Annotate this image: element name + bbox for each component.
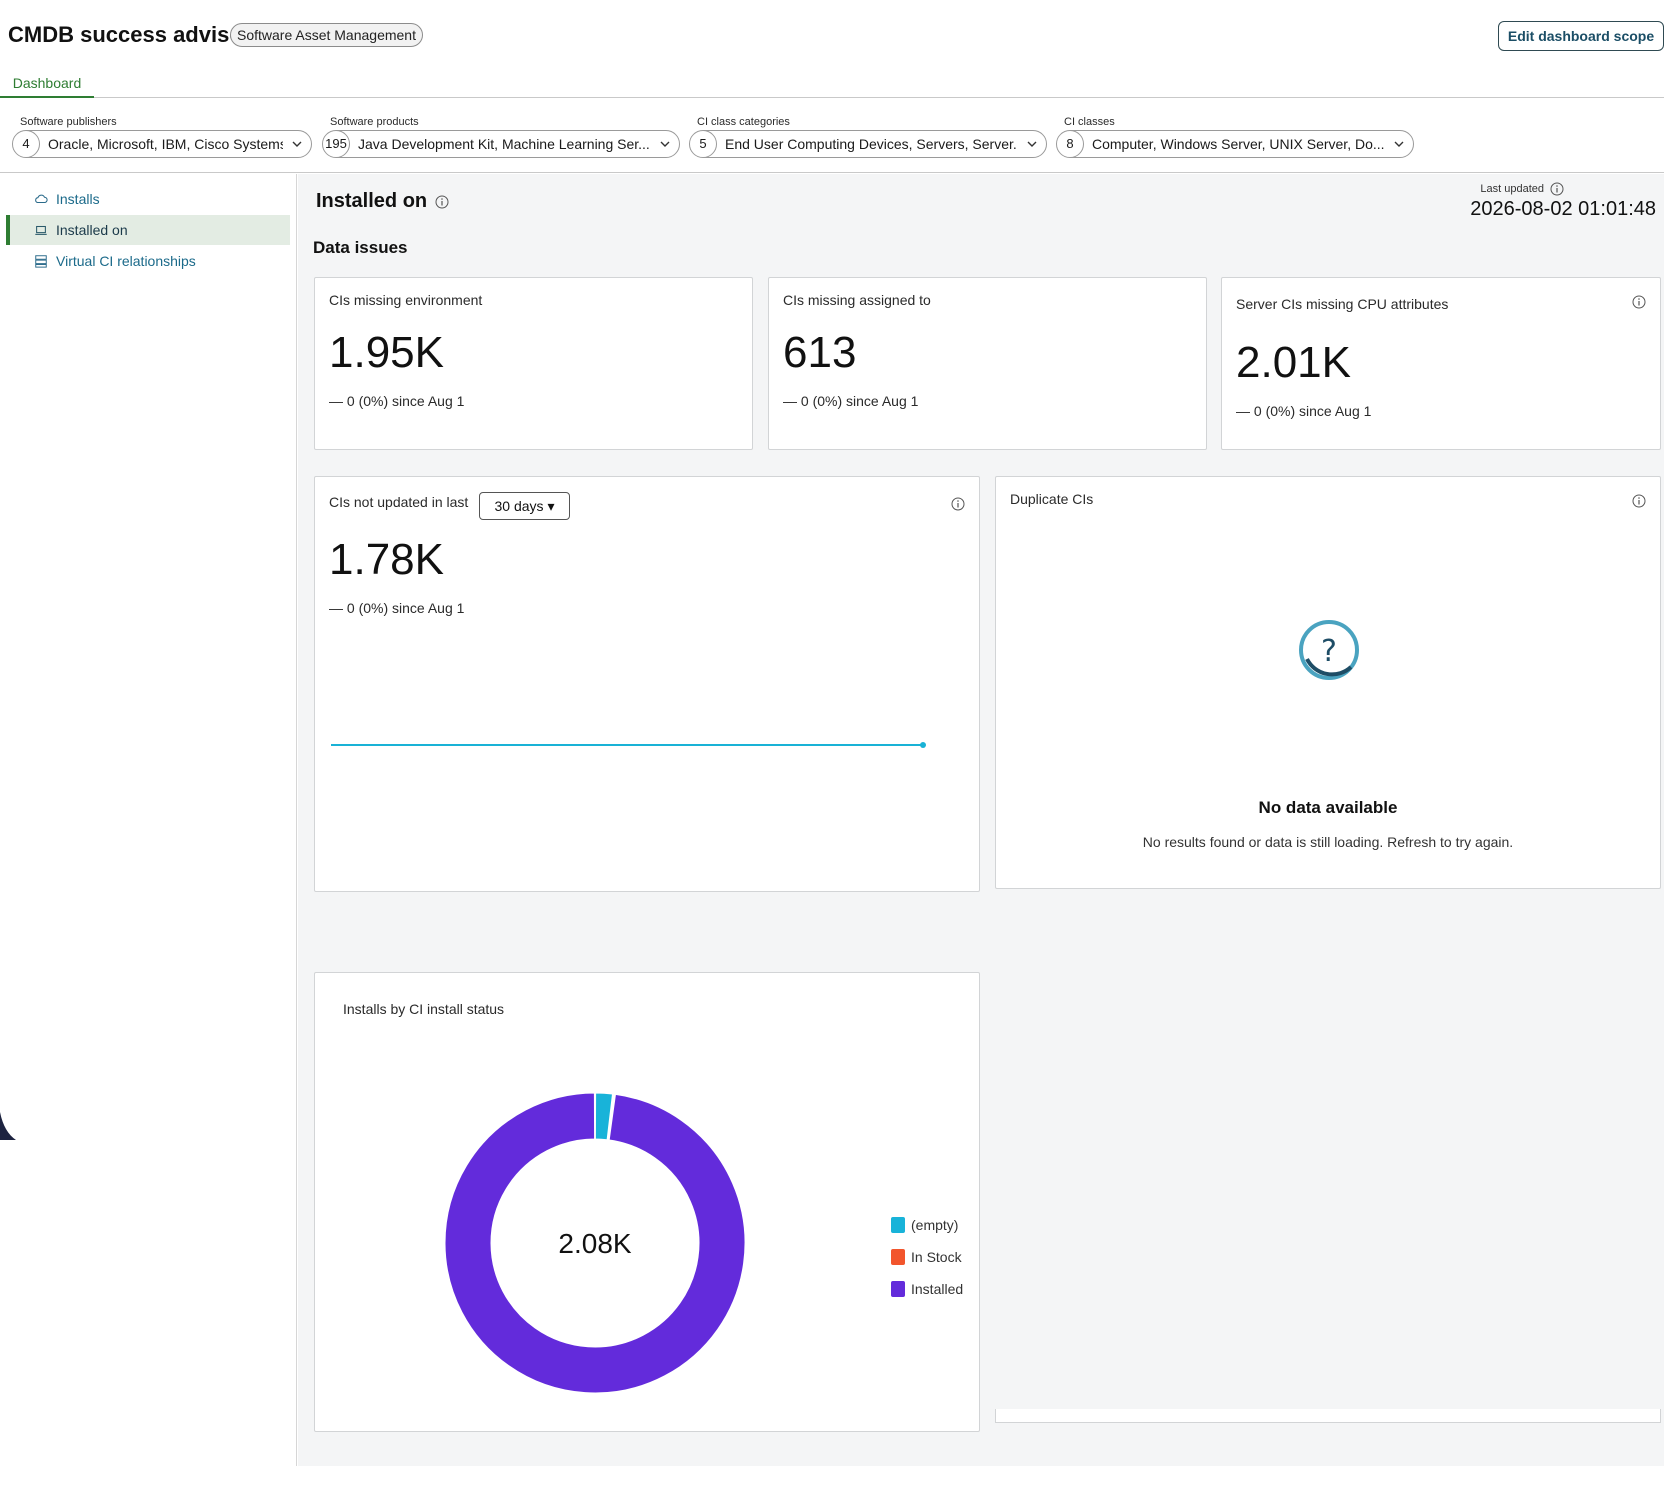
- card-cis-missing-environment[interactable]: CIs missing environment 1.95K — 0 (0%) s…: [314, 277, 753, 450]
- software-publishers-select[interactable]: 4 Oracle, Microsoft, IBM, Cisco Systems: [12, 130, 312, 158]
- card-title: Server CIs missing CPU attributes: [1236, 296, 1449, 312]
- info-icon[interactable]: [435, 195, 449, 209]
- donut-slice-in-stock[interactable]: [607, 1093, 615, 1141]
- days-dropdown[interactable]: 30 days ▾: [479, 492, 570, 520]
- card-delta: — 0 (0%) since Aug 1: [783, 393, 919, 409]
- legend-label: Installed: [911, 1281, 964, 1297]
- info-icon[interactable]: [1632, 295, 1646, 309]
- filter-value: End User Computing Devices, Servers, Ser…: [725, 136, 1018, 152]
- filter-label: Software products: [330, 116, 419, 128]
- server-stack-icon: [35, 255, 47, 268]
- card-value: 2.01K: [1236, 338, 1351, 387]
- card-title: Duplicate CIs: [1010, 491, 1094, 507]
- info-icon[interactable]: [1632, 494, 1646, 508]
- section-title-data-issues: Data issues: [313, 238, 408, 257]
- filter-software-products: Software products 195 Java Development K…: [322, 114, 680, 158]
- donut-slice-installed[interactable]: [444, 1092, 746, 1394]
- no-data-title: No data available: [1258, 798, 1398, 817]
- legend-swatch: [891, 1217, 905, 1233]
- app-badge: Software Asset Management: [230, 23, 423, 47]
- question-mark-icon: ?: [1299, 620, 1359, 680]
- card-value: 1.95K: [329, 328, 444, 377]
- info-icon[interactable]: [1550, 182, 1564, 196]
- legend-item[interactable]: Installed: [891, 1273, 963, 1305]
- filter-count-badge: 8: [1057, 131, 1084, 157]
- card-delta: — 0 (0%) since Aug 1: [329, 393, 465, 409]
- card-title: CIs missing environment: [329, 292, 483, 308]
- ci-class-categories-select[interactable]: 5 End User Computing Devices, Servers, S…: [689, 130, 1047, 158]
- cloud-icon: [35, 194, 48, 204]
- ci-classes-select[interactable]: 8 Computer, Windows Server, UNIX Server,…: [1056, 130, 1414, 158]
- sidebar-item-virtual-ci-relationships[interactable]: Virtual CI relationships: [6, 246, 290, 276]
- last-updated-label: Last updated: [1480, 182, 1564, 196]
- card-title: Installs by CI install status: [343, 1001, 505, 1017]
- card-duplicate-cis[interactable]: Duplicate CIs ? No data available No res…: [995, 476, 1661, 889]
- filter-value: Java Development Kit, Machine Learning S…: [358, 136, 650, 152]
- main-content: Installed on Last updated 2026-08-02 01:…: [298, 174, 1664, 1466]
- filter-ci-class-categories: CI class categories 5 End User Computing…: [689, 114, 1047, 158]
- chevron-down-icon: [1027, 141, 1037, 147]
- card-title: CIs not updated in last: [329, 494, 469, 510]
- info-icon[interactable]: [951, 497, 965, 511]
- sidebar-item-label: Installs: [56, 191, 100, 207]
- card-installs-by-install-status[interactable]: Installs by CI install status 2.08K (emp…: [314, 972, 980, 1432]
- tab-bar: Dashboard: [0, 66, 1664, 98]
- filter-software-publishers: Software publishers 4 Oracle, Microsoft,…: [12, 114, 312, 158]
- filter-value: Computer, Windows Server, UNIX Server, D…: [1092, 136, 1385, 152]
- card-delta: — 0 (0%) since Aug 1: [1236, 403, 1372, 419]
- sidebar-item-label: Installed on: [56, 222, 128, 238]
- donut-slice-empty[interactable]: [594, 1092, 614, 1141]
- donut-chart: 2.08K: [444, 1092, 746, 1394]
- donut-center-label: 2.08K: [558, 1228, 631, 1259]
- card-cis-missing-assigned-to[interactable]: CIs missing assigned to 613 — 0 (0%) sin…: [768, 277, 1207, 450]
- sidebar-item-installed-on[interactable]: Installed on: [6, 215, 290, 245]
- card-server-cis-missing-cpu[interactable]: Server CIs missing CPU attributes 2.01K …: [1221, 277, 1661, 450]
- legend-swatch: [891, 1249, 905, 1265]
- card-value: 1.78K: [329, 535, 444, 584]
- decorative-shape: [0, 1112, 16, 1140]
- legend-swatch: [891, 1281, 905, 1297]
- filter-value: Oracle, Microsoft, IBM, Cisco Systems: [48, 136, 283, 152]
- filter-label: Software publishers: [20, 116, 117, 128]
- legend-label: (empty): [911, 1217, 959, 1233]
- trend-point[interactable]: [920, 742, 926, 748]
- legend-label: In Stock: [911, 1249, 962, 1265]
- card-title: CIs missing assigned to: [783, 292, 931, 308]
- page-title: Installed on: [316, 190, 449, 213]
- chart-legend: (empty) In Stock Installed: [891, 1209, 963, 1305]
- last-updated-value: 2026-08-02 01:01:48: [1470, 198, 1656, 220]
- filter-label: CI class categories: [697, 116, 790, 128]
- filter-ci-classes: CI classes 8 Computer, Windows Server, U…: [1056, 114, 1414, 158]
- filter-label: CI classes: [1064, 116, 1115, 128]
- chevron-down-icon: [660, 141, 670, 147]
- sidebar-item-label: Virtual CI relationships: [56, 253, 196, 269]
- sidebar: Installs Installed on Virtual CI relatio…: [0, 174, 297, 1466]
- app-title: CMDB success advisor: [8, 22, 252, 47]
- filter-count-badge: 5: [690, 131, 717, 157]
- edit-dashboard-scope-button[interactable]: Edit dashboard scope: [1498, 21, 1664, 51]
- page-title-text: Installed on: [316, 190, 428, 212]
- filter-bar: Software publishers 4 Oracle, Microsoft,…: [0, 98, 1664, 173]
- trend-line-chart: [331, 742, 926, 748]
- app-header: CMDB success advisor Software Asset Mana…: [0, 0, 1664, 56]
- legend-item[interactable]: In Stock: [891, 1241, 963, 1273]
- card-delta: — 0 (0%) since Aug 1: [329, 600, 465, 616]
- last-updated-label-text: Last updated: [1480, 183, 1544, 195]
- chevron-down-icon: [1394, 141, 1404, 147]
- card-cis-not-updated[interactable]: CIs not updated in last 30 days ▾ 1.78K …: [314, 476, 980, 892]
- laptop-icon: [35, 225, 47, 235]
- chevron-down-icon: [292, 141, 302, 147]
- software-products-select[interactable]: 195 Java Development Kit, Machine Learni…: [322, 130, 680, 158]
- card-edge: [995, 1409, 1661, 1423]
- svg-text:?: ?: [1321, 634, 1337, 669]
- filter-count-badge: 4: [13, 131, 40, 157]
- filter-count-badge: 195: [323, 131, 350, 157]
- tab-dashboard[interactable]: Dashboard: [0, 74, 94, 98]
- sidebar-item-installs[interactable]: Installs: [6, 184, 290, 214]
- legend-item[interactable]: (empty): [891, 1209, 963, 1241]
- no-data-text: No results found or data is still loadin…: [1142, 834, 1514, 850]
- card-value: 613: [783, 328, 857, 377]
